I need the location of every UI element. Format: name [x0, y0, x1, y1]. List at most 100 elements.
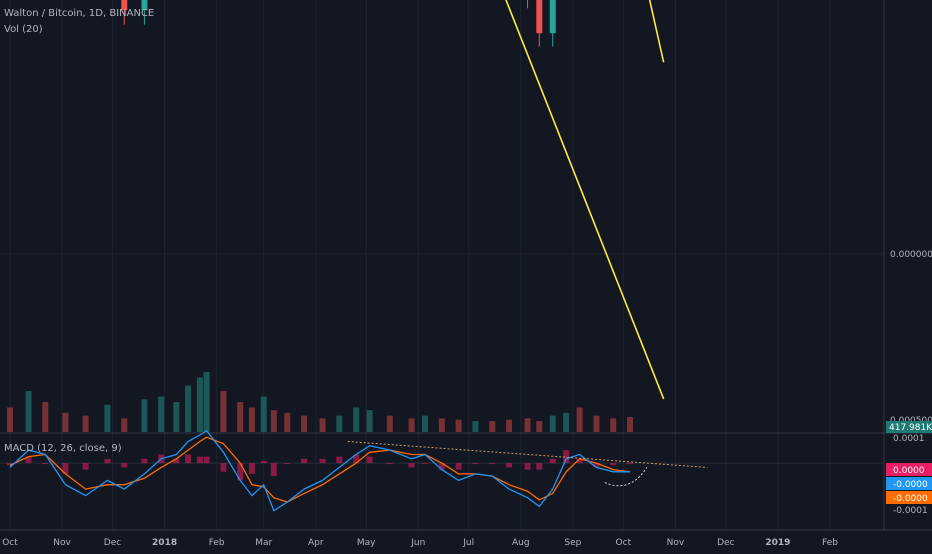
volume-bar	[7, 407, 13, 432]
price-candle	[536, 0, 543, 34]
macd-histogram-bar	[593, 463, 600, 468]
macd-tick-label-partial: -0.0001	[893, 506, 928, 516]
macd-tick-label: 0.0001	[893, 434, 925, 444]
macd-histogram-bar	[104, 458, 111, 464]
time-tick-label: Jul	[462, 538, 474, 548]
volume-bar	[196, 377, 203, 432]
macd-histogram-bar	[472, 463, 479, 465]
time-tick-label: Nov	[53, 538, 71, 548]
volume-bar	[366, 410, 373, 432]
macd-histogram-bar	[336, 456, 343, 464]
macd-histogram-bar	[610, 463, 617, 466]
time-tick-label: Mar	[255, 538, 272, 548]
macd-projection-arrow	[604, 467, 648, 487]
macd-histogram-bar	[248, 463, 255, 474]
macd-pane	[0, 429, 884, 512]
macd-value-label: -0.0000	[893, 494, 928, 504]
volume-bar	[82, 415, 89, 432]
time-tick-label: Feb	[209, 538, 225, 548]
volume-value-tag	[886, 421, 932, 433]
volume-bar	[284, 412, 291, 432]
macd-value-tag	[886, 491, 932, 504]
volume-bar	[593, 415, 600, 432]
macd-line	[9, 429, 630, 512]
volume-bar	[576, 407, 583, 432]
volume-bar	[42, 402, 49, 432]
volume-bar	[158, 396, 165, 432]
macd-histogram-bar	[25, 456, 32, 464]
macd-histogram-bar	[455, 463, 462, 470]
macd-histogram-bar	[319, 458, 326, 464]
macd-histogram-bar	[627, 463, 634, 465]
macd-value-tag	[886, 463, 932, 476]
price-candle	[549, 0, 556, 34]
macd-value-tag	[886, 477, 932, 490]
time-tick-label: Oct	[616, 538, 632, 548]
macd-histogram-bar	[284, 463, 291, 465]
volume-bar	[301, 415, 308, 432]
macd-histogram-bar	[270, 463, 277, 477]
time-tick-label: Aug	[512, 538, 530, 548]
macd-histogram-bar	[563, 450, 570, 464]
volume-value-label: 417.981K	[889, 423, 932, 433]
macd-histogram-bar	[62, 463, 69, 474]
macd-histogram-bar	[366, 456, 373, 464]
macd-histogram-bar	[121, 463, 128, 468]
time-tick-label: 2019	[765, 538, 790, 548]
volume-bar	[173, 402, 180, 432]
price-candles	[121, 0, 556, 47]
macd-histogram-bar	[422, 463, 429, 465]
time-tick-label: May	[357, 538, 376, 548]
volume-bar	[220, 391, 227, 432]
macd-histogram-bar	[576, 458, 583, 464]
price-candle	[141, 0, 148, 10]
volume-bar	[319, 418, 326, 432]
macd-histogram-bar	[438, 463, 445, 470]
volume-bar	[489, 421, 496, 432]
macd-histogram-bar	[408, 463, 415, 468]
volume-bar	[62, 412, 69, 432]
macd-histogram-bar	[173, 458, 180, 464]
macd-histogram-bar	[196, 456, 203, 464]
time-tick-label: Dec	[717, 538, 734, 548]
time-tick-label: Nov	[667, 538, 685, 548]
volume-legend: Vol (20)	[4, 24, 43, 35]
time-tick-label: Sep	[564, 538, 581, 548]
macd-value-label: 0.0000	[893, 466, 925, 476]
macd-histogram-bar	[536, 463, 543, 470]
volume-bar	[422, 415, 429, 432]
volume-bar	[104, 404, 111, 432]
volume-bar	[524, 418, 531, 432]
volume-bars	[7, 372, 634, 432]
time-tick-label: 2018	[152, 538, 177, 548]
time-tick-label: Jun	[410, 538, 425, 548]
volume-bar	[610, 418, 617, 432]
macd-value-label: -0.0000	[893, 480, 928, 490]
macd-histogram-bar	[141, 458, 148, 464]
volume-bar	[408, 418, 415, 432]
macd-legend: MACD (12, 26, close, 9)	[4, 443, 122, 454]
time-tick-label: Oct	[2, 538, 18, 548]
macd-histogram-bar	[489, 463, 496, 465]
time-tick-label: Apr	[308, 538, 324, 548]
volume-bar	[141, 399, 148, 432]
volume-bar	[472, 421, 479, 432]
macd-histogram-bar	[386, 463, 393, 465]
volume-bar	[438, 418, 445, 432]
volume-bar	[203, 372, 210, 432]
volume-bar	[386, 415, 393, 432]
macd-histogram-bar	[506, 463, 513, 468]
volume-bar	[237, 402, 244, 432]
time-tick-label: Dec	[104, 538, 121, 548]
wedge-lower-trendline	[505, 0, 665, 400]
volume-bar	[353, 407, 360, 432]
macd-histogram-bar	[237, 463, 244, 481]
macd-histogram-bar	[220, 463, 227, 472]
macd-histogram-bar	[7, 463, 13, 466]
volume-bar	[25, 391, 32, 432]
symbol-legend: Walton / Bitcoin, 1D, BINANCE	[4, 8, 155, 19]
